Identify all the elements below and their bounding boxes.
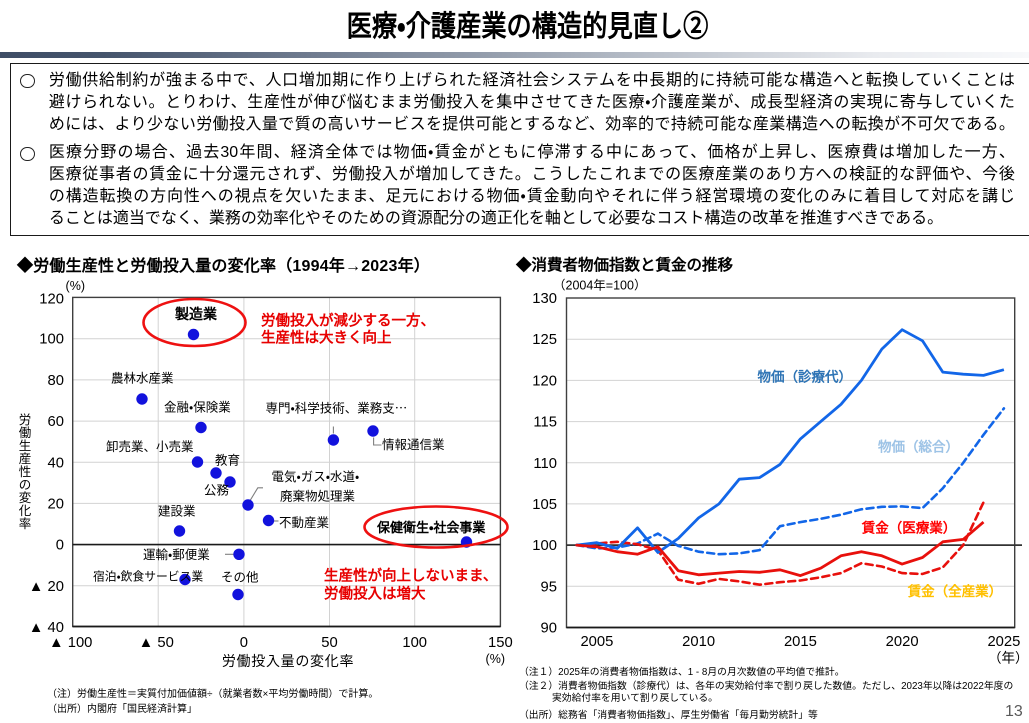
- svg-text:生産性が向上しないまま、: 生産性が向上しないまま、: [324, 567, 497, 585]
- svg-text:労働投入は増大: 労働投入は増大: [324, 585, 426, 603]
- svg-text:金融・保険業: 金融・保険業: [164, 400, 231, 415]
- svg-text:（2004年=100）: （2004年=100）: [553, 279, 646, 293]
- svg-text:建設業: 建設業: [158, 504, 196, 519]
- svg-text:120: 120: [39, 291, 64, 307]
- svg-text:廃棄物処理業: 廃棄物処理業: [280, 489, 356, 504]
- svg-text:宿泊・飲食サービス業: 宿泊・飲食サービス業: [93, 570, 203, 584]
- svg-text:公務: 公務: [204, 484, 230, 498]
- svg-text:運輸・郵便業: 運輸・郵便業: [143, 547, 210, 562]
- svg-text:▲ 20: ▲ 20: [29, 579, 64, 595]
- svg-text:農林水産業: 農林水産業: [111, 371, 174, 386]
- svg-text:110: 110: [533, 456, 557, 472]
- svg-text:(%): (%): [486, 652, 505, 666]
- svg-text:▲ 40: ▲ 40: [29, 620, 64, 636]
- svg-text:（年）: （年）: [988, 651, 1029, 666]
- svg-text:教育: 教育: [215, 453, 240, 468]
- svg-text:40: 40: [48, 455, 64, 471]
- svg-text:保健衛生・社会事業: 保健衛生・社会事業: [376, 520, 486, 535]
- svg-text:専門・科学技術、業務支⋯: 専門・科学技術、業務支⋯: [266, 401, 408, 416]
- svg-text:卸売業、小売業: 卸売業、小売業: [106, 439, 194, 454]
- svg-text:電気・ガス・水道・: 電気・ガス・水道・: [272, 469, 360, 484]
- svg-text:120: 120: [532, 373, 557, 389]
- svg-text:労働投入が減少する一方、: 労働投入が減少する一方、: [261, 312, 435, 330]
- svg-text:▲ 50: ▲ 50: [139, 635, 174, 651]
- svg-text:80: 80: [48, 373, 64, 389]
- svg-text:115: 115: [533, 415, 557, 431]
- svg-text:0: 0: [240, 635, 248, 651]
- svg-text:0: 0: [56, 538, 64, 554]
- svg-text:90: 90: [541, 621, 557, 637]
- svg-text:105: 105: [532, 497, 557, 513]
- svg-text:2025: 2025: [987, 634, 1020, 650]
- svg-text:100: 100: [39, 332, 64, 348]
- svg-text:100: 100: [532, 538, 557, 554]
- svg-text:2020: 2020: [886, 634, 919, 650]
- svg-text:50: 50: [321, 635, 337, 651]
- svg-text:情報通信業: 情報通信業: [382, 437, 445, 452]
- svg-text:60: 60: [48, 414, 64, 430]
- svg-text:製造業: 製造業: [174, 306, 218, 322]
- svg-text:130: 130: [532, 291, 557, 307]
- svg-text:賃金（全産業）: 賃金（全産業）: [907, 583, 1003, 599]
- svg-text:労働投入量の変化率: 労働投入量の変化率: [222, 653, 354, 669]
- svg-text:2005: 2005: [580, 634, 613, 650]
- svg-text:生産性は大きく向上: 生産性は大きく向上: [261, 329, 392, 347]
- svg-text:2015: 2015: [784, 634, 817, 650]
- svg-text:100: 100: [402, 635, 427, 651]
- svg-text:不動産業: 不動産業: [279, 515, 330, 530]
- svg-text:(%): (%): [66, 279, 85, 293]
- svg-text:20: 20: [48, 496, 64, 512]
- svg-text:物価（総合）: 物価（総合）: [878, 439, 959, 455]
- svg-text:その他: その他: [221, 571, 259, 585]
- svg-text:125: 125: [532, 332, 557, 348]
- svg-text:150: 150: [488, 635, 513, 651]
- svg-text:賃金（医療業）: 賃金（医療業）: [861, 520, 957, 536]
- svg-text:物価（診療代）: 物価（診療代）: [758, 369, 853, 385]
- svg-text:2010: 2010: [682, 634, 715, 650]
- svg-text:▲ 100: ▲ 100: [49, 635, 92, 651]
- svg-text:95: 95: [541, 579, 557, 595]
